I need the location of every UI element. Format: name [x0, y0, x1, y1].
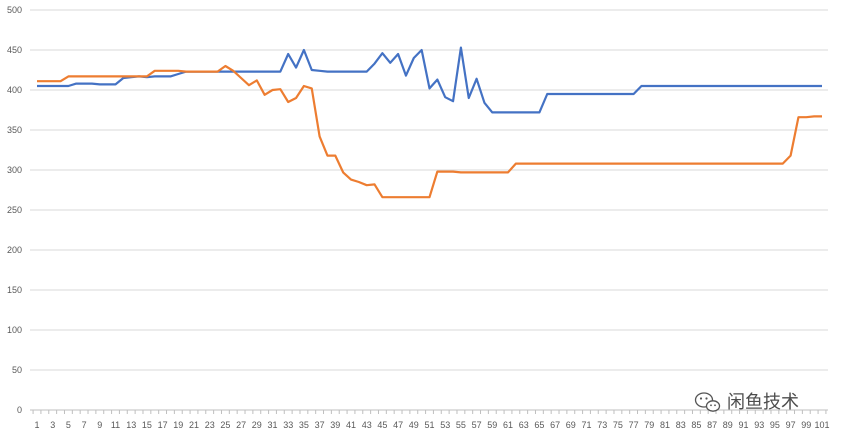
watermark: 闲鱼技术: [694, 392, 799, 413]
x-tick-label: 19: [173, 420, 183, 430]
y-axis-ticks: 0 50 100 150 200 250 300 350 400 450 500: [7, 5, 22, 415]
y-tick-label: 250: [7, 205, 22, 215]
x-tick-label: 101: [814, 420, 829, 430]
x-tick-label: 31: [267, 420, 277, 430]
y-tick-label: 450: [7, 45, 22, 55]
x-tick-label: 17: [158, 420, 168, 430]
x-tick-label: 5: [66, 420, 71, 430]
y-tick-label: 400: [7, 85, 22, 95]
x-tick-label: 27: [236, 420, 246, 430]
x-tick-label: 93: [754, 420, 764, 430]
x-tick-label: 69: [566, 420, 576, 430]
y-tick-label: 50: [12, 365, 22, 375]
x-tick-label: 85: [691, 420, 701, 430]
x-tick-label: 99: [801, 420, 811, 430]
series-line-1: [37, 46, 822, 114]
x-tick-label: 71: [581, 420, 591, 430]
x-tick-label: 47: [393, 420, 403, 430]
x-tick-label: 63: [519, 420, 529, 430]
x-tick-label: 11: [111, 420, 120, 430]
y-tick-label: 100: [7, 325, 22, 335]
x-tick-label: 7: [82, 420, 87, 430]
x-tick-label: 75: [613, 420, 623, 430]
x-tick-label: 37: [315, 420, 325, 430]
x-tick-label: 51: [424, 420, 434, 430]
y-tick-label: 300: [7, 165, 22, 175]
x-tick-label: 95: [770, 420, 780, 430]
x-tick-label: 43: [362, 420, 372, 430]
y-tick-label: 150: [7, 285, 22, 295]
x-tick-label: 49: [409, 420, 419, 430]
x-tick-label: 13: [126, 420, 136, 430]
x-tick-label: 9: [97, 420, 102, 430]
x-tick-label: 89: [723, 420, 733, 430]
x-tick-label: 39: [330, 420, 340, 430]
x-tick-label: 97: [786, 420, 796, 430]
x-tick-label: 41: [346, 420, 356, 430]
x-tick-label: 73: [597, 420, 607, 430]
x-tick-label: 65: [534, 420, 544, 430]
watermark-text: 闲鱼技术: [727, 392, 799, 413]
x-axis-ticks: 1 3 5 7 9 11 13 15 17 19 21 23 25 27 29 31 33 35 37 39 41 43 4…: [32, 410, 830, 430]
series-line-2: [37, 64, 822, 199]
x-tick-label: 25: [220, 420, 230, 430]
x-tick-label: 23: [205, 420, 215, 430]
y-tick-label: 200: [7, 245, 22, 255]
x-tick-label: 21: [189, 420, 199, 430]
x-tick-label: 33: [283, 420, 293, 430]
y-tick-label: 350: [7, 125, 22, 135]
x-tick-label: 55: [456, 420, 466, 430]
x-tick-label: 79: [644, 420, 654, 430]
x-tick-label: 81: [660, 420, 670, 430]
x-tick-label: 87: [707, 420, 717, 430]
x-tick-label: 83: [676, 420, 686, 430]
x-tick-label: 35: [299, 420, 309, 430]
y-tick-label: 0: [17, 405, 22, 415]
x-tick-label: 91: [738, 420, 748, 430]
x-tick-label: 53: [440, 420, 450, 430]
x-tick-label: 15: [142, 420, 152, 430]
gridlines: [30, 9, 828, 411]
x-tick-label: 3: [50, 420, 55, 430]
x-tick-label: 77: [629, 420, 639, 430]
x-tick-label: 59: [487, 420, 497, 430]
wechat-icon: [694, 392, 721, 412]
x-tick-label: 29: [252, 420, 262, 430]
x-tick-label: 61: [503, 420, 513, 430]
x-tick-label: 45: [377, 420, 387, 430]
x-tick-label: 57: [472, 420, 482, 430]
x-tick-label: 1: [34, 420, 39, 430]
series-lines: [37, 46, 822, 199]
y-tick-label: 500: [7, 5, 22, 15]
x-tick-label: 67: [550, 420, 560, 430]
